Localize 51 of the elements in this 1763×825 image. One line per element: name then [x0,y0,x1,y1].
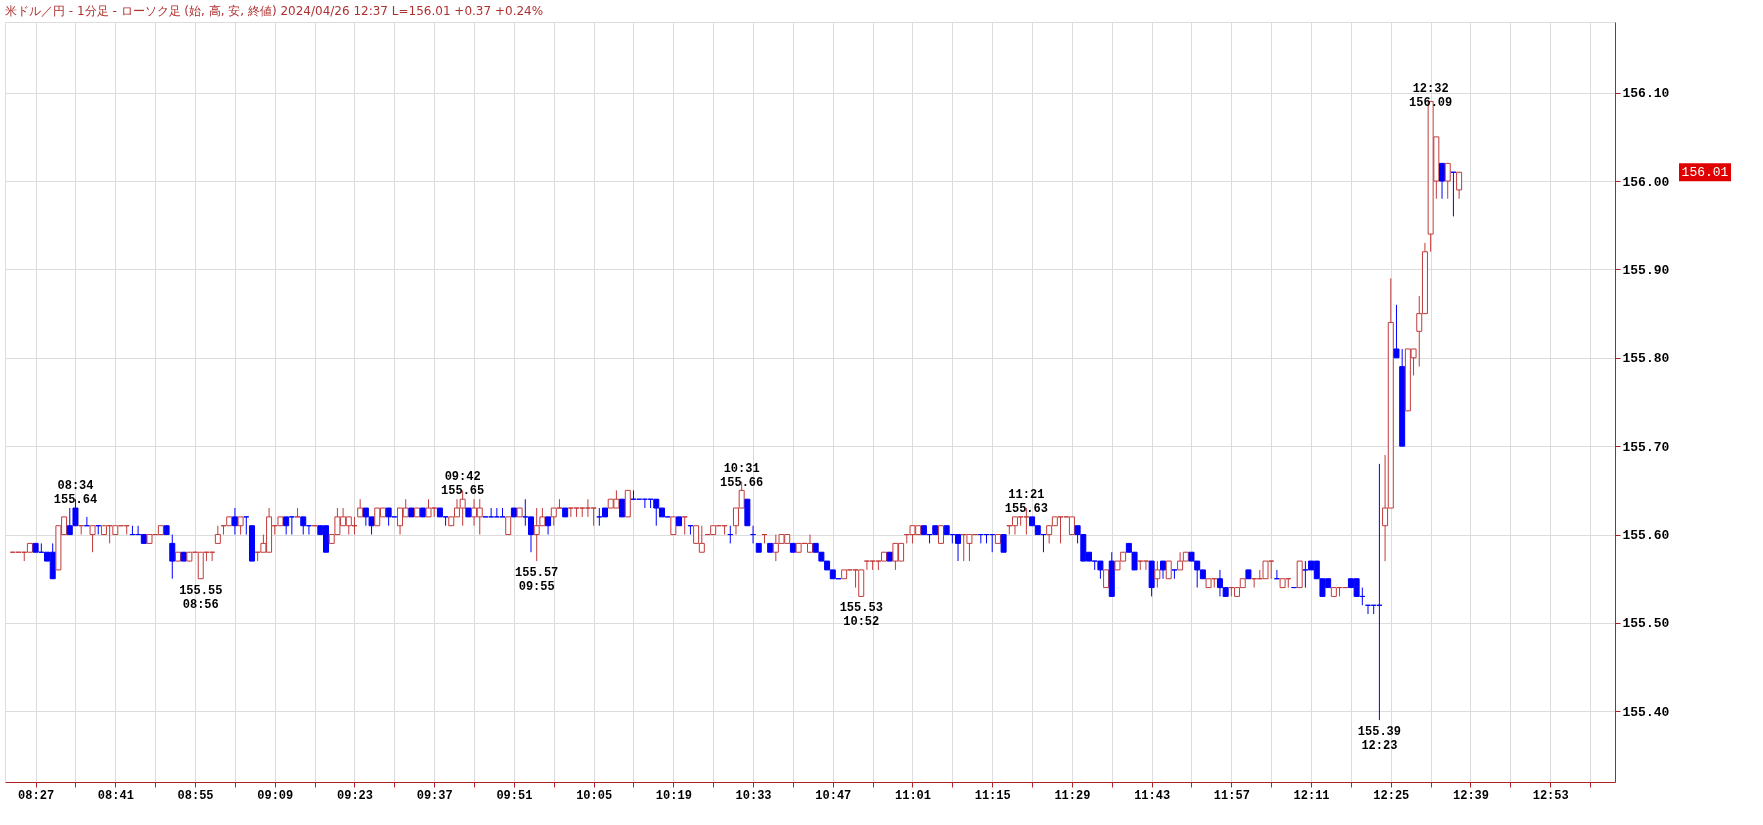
annotation: 10:31 155.66 [720,461,764,490]
x-tick-label: 11:15 [974,788,1011,803]
x-tick-label: 09:23 [336,788,373,803]
annotation: 11:21 155.63 [1004,488,1048,517]
y-tick-label: 155.70 [1622,439,1670,455]
y-tick-label: 156.00 [1622,174,1670,190]
annotation: 155.57 09:55 [515,566,559,595]
x-tick-label: 11:29 [1054,788,1091,803]
x-tick-label: 11:43 [1134,788,1171,803]
x-tick-label: 08:41 [97,788,134,803]
candlestick [243,516,250,536]
x-tick-label: 08:55 [177,788,214,803]
annotation: 09:42 155.65 [441,470,485,499]
candlestick [1154,560,1161,589]
x-tick-label: 12:11 [1293,788,1330,803]
x-tick-label: 10:47 [815,788,852,803]
candlestick [169,534,176,580]
x-tick-label: 11:01 [894,788,931,803]
candlestick [545,516,552,536]
x-tick-label: 09:37 [416,788,453,803]
x-tick-label: 11:57 [1213,788,1250,803]
y-tick-label: 155.60 [1622,528,1670,544]
candlestick [1439,162,1446,200]
x-tick-label: 12:53 [1532,788,1569,803]
x-tick-label: 08:27 [18,788,55,803]
candlestick [89,525,96,553]
annotation: 155.53 10:52 [839,601,883,630]
x-tick-label: 12:25 [1373,788,1410,803]
y-tick-label: 155.80 [1622,351,1670,367]
text: 156.01 [1681,165,1729,181]
x-tick-label: 12:39 [1452,788,1490,803]
annotation: 155.55 08:56 [179,583,223,612]
y-tick-label: 155.40 [1622,704,1670,720]
x-tick-label: 10:33 [735,788,772,803]
annotation: 155.39 12:23 [1357,725,1401,754]
y-tick-label: 155.90 [1622,262,1670,278]
candlestick [681,516,688,536]
chart-title: 米ドル／円 - 1分足 - ローソク足 (始, 高, 安, 終値) 2024/04/26 12:37 L=156.01 +0.37 +0.24% [5,4,544,18]
candlestick [1393,304,1400,359]
x-tick-label: 10:05 [576,788,613,803]
y-tick-label: 156.10 [1622,86,1670,102]
x-tick-label: 09:09 [257,788,294,803]
x-tick-label: 09:51 [496,788,533,803]
candlestick [397,507,404,536]
y-tick-label: 155.50 [1622,616,1670,632]
annotation: 08:34 155.64 [53,479,98,508]
candlestick [1456,171,1463,200]
candlestick [1444,162,1451,200]
annotation: 12:32 156.09 [1409,81,1453,110]
x-tick-label: 10:19 [655,788,692,803]
candlestick [1142,560,1149,571]
